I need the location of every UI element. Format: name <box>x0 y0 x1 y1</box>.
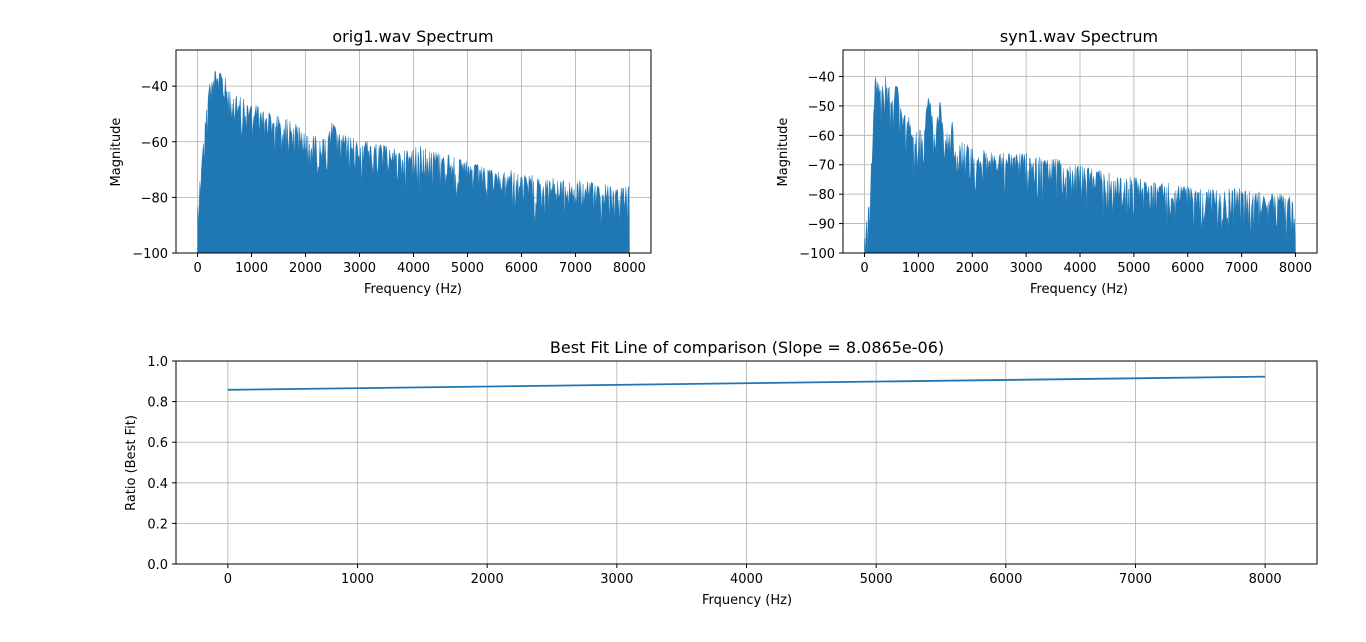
x-tick-label: 7000 <box>559 261 592 276</box>
y-tick-label: −100 <box>132 247 168 262</box>
x-tick-label: 6000 <box>505 261 538 276</box>
plot-area: 0 1000 2000 3000 4000 5000 6000 7000 8000 −40 −60 −… <box>132 49 652 276</box>
x-tick-label: 2000 <box>289 261 322 276</box>
best-fit-line <box>227 375 1266 391</box>
y-tick-label: 0.6 <box>147 436 168 451</box>
y-tick-label: 0.0 <box>147 558 168 573</box>
chart-title: orig1.wav Spectrum <box>332 27 493 46</box>
y-tick-label: −40 <box>141 80 168 95</box>
y-tick-label: −60 <box>808 129 835 144</box>
spectrum-area <box>864 76 1296 254</box>
x-tick-label: 3000 <box>600 572 633 587</box>
x-tick-label: 7000 <box>1119 572 1152 587</box>
x-tick-label: 7000 <box>1225 261 1258 276</box>
x-tick-label: 2000 <box>471 572 504 587</box>
x-tick-label: 1000 <box>902 261 935 276</box>
y-tick-label: 0.2 <box>147 517 168 532</box>
x-tick-label: 5000 <box>451 261 484 276</box>
best-fit-chart: 0 1000 2000 3000 4000 5000 6000 7000 8000 0.0 0.2 0… <box>124 338 1318 608</box>
y-axis-label: Ratio (Best Fit) <box>124 415 139 511</box>
x-tick-label: 1000 <box>341 572 374 587</box>
x-tick-label: 4000 <box>1063 261 1096 276</box>
x-tick-label: 4000 <box>397 261 430 276</box>
x-tick-label: 0 <box>193 261 201 276</box>
x-tick-label: 8000 <box>1249 572 1282 587</box>
x-axis-label: Frquency (Hz) <box>702 593 792 608</box>
x-tick-label: 5000 <box>860 572 893 587</box>
x-tick-label: 6000 <box>1171 261 1204 276</box>
y-tick-label: −80 <box>141 191 168 206</box>
y-axis-label: Magnitude <box>109 118 124 187</box>
y-tick-label: −100 <box>799 247 835 262</box>
spectrum-area <box>197 70 630 254</box>
chart-title: syn1.wav Spectrum <box>1000 27 1158 46</box>
x-tick-label: 6000 <box>989 572 1022 587</box>
syn-spectrum-chart: 0 1000 2000 3000 4000 5000 6000 7000 8000 −40 −50 −… <box>776 27 1318 297</box>
x-tick-label: 8000 <box>1279 261 1312 276</box>
x-axis-label: Frequency (Hz) <box>364 282 462 297</box>
y-tick-label: 0.8 <box>147 396 168 411</box>
y-tick-label: −80 <box>808 188 835 203</box>
y-tick-label: −40 <box>808 70 835 85</box>
x-tick-label: 0 <box>860 261 868 276</box>
y-tick-label: 1.0 <box>147 355 168 370</box>
plot-area: 0 1000 2000 3000 4000 5000 6000 7000 8000 0.0 0.2 0… <box>147 355 1318 587</box>
x-tick-label: 0 <box>224 572 232 587</box>
y-tick-label: −50 <box>808 100 835 115</box>
x-tick-label: 3000 <box>343 261 376 276</box>
plot-area: 0 1000 2000 3000 4000 5000 6000 7000 8000 −40 −50 −… <box>799 49 1318 276</box>
x-tick-label: 8000 <box>613 261 646 276</box>
x-tick-label: 5000 <box>1117 261 1150 276</box>
x-tick-label: 4000 <box>730 572 763 587</box>
chart-title: Best Fit Line of comparison (Slope = 8.0… <box>550 338 944 357</box>
orig-spectrum-chart: 0 1000 2000 3000 4000 5000 6000 7000 8000 −40 −60 −… <box>109 27 652 297</box>
x-tick-label: 3000 <box>1010 261 1043 276</box>
y-tick-label: 0.4 <box>147 477 168 492</box>
y-axis-label: Magnitude <box>776 118 791 187</box>
y-tick-label: −90 <box>808 218 835 233</box>
x-tick-label: 1000 <box>235 261 268 276</box>
y-tick-label: −60 <box>141 136 168 151</box>
x-tick-label: 2000 <box>956 261 989 276</box>
x-axis-label: Frequency (Hz) <box>1030 282 1128 297</box>
y-tick-label: −70 <box>808 159 835 174</box>
